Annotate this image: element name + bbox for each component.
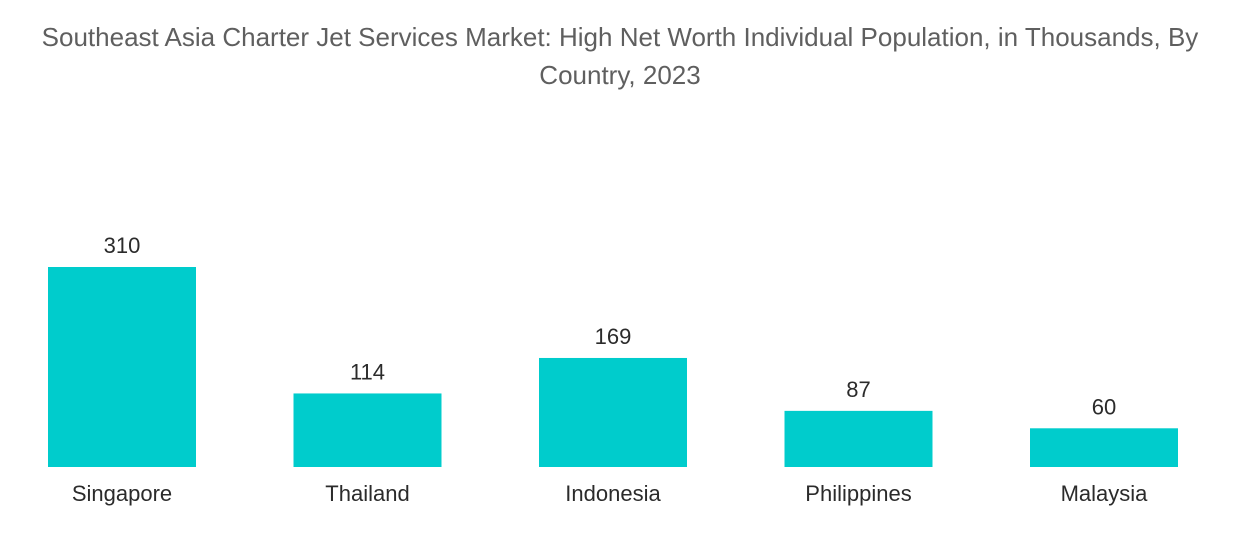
x-tick-label-singapore: Singapore bbox=[72, 481, 172, 506]
category-axis: Singapore Thailand Indonesia Philippines Mal… bbox=[72, 481, 1148, 506]
bars-layer bbox=[48, 267, 1178, 467]
data-label-thailand: 114 bbox=[350, 359, 385, 384]
bar-singapore bbox=[48, 267, 196, 467]
bar-thailand bbox=[293, 393, 442, 467]
data-label-singapore: 310 bbox=[104, 233, 141, 258]
chart-title: Southeast Asia Charter Jet Services Mark… bbox=[41, 22, 1199, 90]
value-labels-layer: 310 114 169 87 60 bbox=[104, 233, 1117, 419]
x-tick-label-thailand: Thailand bbox=[325, 481, 409, 506]
data-label-indonesia: 169 bbox=[595, 324, 632, 349]
data-label-malaysia: 60 bbox=[1092, 394, 1116, 419]
x-tick-label-philippines: Philippines bbox=[805, 481, 911, 506]
bar-philippines bbox=[784, 410, 933, 467]
bar-indonesia bbox=[539, 357, 687, 467]
data-label-philippines: 87 bbox=[846, 377, 870, 402]
x-tick-label-indonesia: Indonesia bbox=[565, 481, 661, 506]
bar-malaysia bbox=[1030, 428, 1178, 467]
x-tick-label-malaysia: Malaysia bbox=[1061, 481, 1149, 506]
